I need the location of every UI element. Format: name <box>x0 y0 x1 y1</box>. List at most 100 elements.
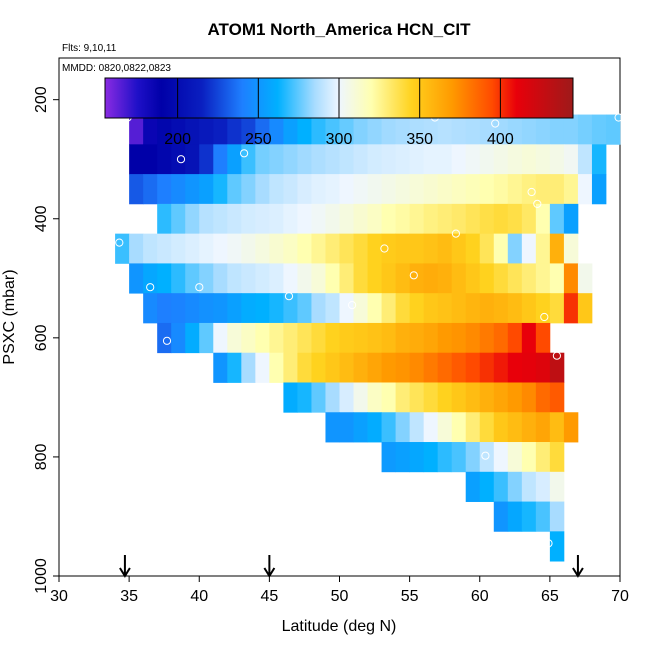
heatmap-cell <box>479 442 495 473</box>
heatmap-cell <box>479 322 495 354</box>
heatmap-cell <box>297 322 312 354</box>
x-tick-label: 70 <box>611 588 629 605</box>
heatmap-cell <box>479 174 495 205</box>
heatmap-cell <box>255 263 270 294</box>
heatmap-cell <box>339 352 354 383</box>
heatmap-cell <box>311 233 326 264</box>
heatmap-cell <box>325 144 340 175</box>
heatmap-cell <box>353 322 368 354</box>
heatmap-cell <box>451 352 467 383</box>
heatmap-cell <box>367 293 382 324</box>
heatmap-cell <box>409 382 425 413</box>
colorbar-tick-label: 250 <box>245 131 272 148</box>
heatmap-cell <box>493 322 509 354</box>
heatmap-cell <box>311 352 326 383</box>
y-tick-label: 1000 <box>33 558 50 594</box>
heatmap-cell <box>283 293 298 324</box>
heatmap-cell <box>381 233 396 264</box>
heatmap-cell <box>311 382 326 413</box>
heatmap-cell <box>535 114 551 145</box>
heatmap-cell <box>171 233 186 264</box>
heatmap-cell <box>423 263 439 294</box>
heatmap-cell <box>367 114 382 145</box>
heatmap-cell <box>535 322 551 354</box>
dates-note: MMDD: 0820,0822,0823 <box>62 63 171 74</box>
heatmap-cell <box>241 322 256 354</box>
heatmap-cell <box>563 144 579 175</box>
heatmap-cell <box>549 293 565 324</box>
heatmap-cell <box>507 501 523 532</box>
heatmap-cell <box>157 293 172 324</box>
heatmap-cell <box>381 412 396 443</box>
heatmap-cell <box>353 174 368 205</box>
heatmap-cell <box>353 293 368 324</box>
heatmap-cell <box>129 263 144 294</box>
heatmap-cell <box>465 203 481 235</box>
heatmap-cell <box>493 382 509 413</box>
heatmap-cell <box>311 203 326 235</box>
heatmap-cell <box>185 322 200 354</box>
sample-point <box>481 451 490 460</box>
heatmap-cell <box>185 114 200 145</box>
heatmap-cell <box>423 322 439 354</box>
heatmap-cell <box>213 114 228 145</box>
heatmap-cell <box>339 263 354 294</box>
heatmap-cell <box>465 144 481 175</box>
heatmap-cell <box>241 352 256 383</box>
heatmap-cell <box>381 352 396 383</box>
heatmap-cell <box>423 352 439 383</box>
heatmap-cell <box>199 203 214 235</box>
sample-point <box>348 301 357 310</box>
heatmap-cell <box>255 203 270 235</box>
heatmap-cell <box>409 293 425 324</box>
x-tick-label: 50 <box>331 588 349 605</box>
heatmap-cell <box>199 263 214 294</box>
heatmap-cell <box>143 144 158 175</box>
heatmap-cell <box>465 114 481 145</box>
heatmap-cell <box>465 263 481 294</box>
heatmap-cell <box>213 174 228 205</box>
heatmap-cell <box>549 203 565 235</box>
heatmap-cell <box>535 501 551 532</box>
heatmap-cell <box>563 114 579 145</box>
heatmap-cell <box>423 174 439 205</box>
heatmap-cell <box>199 144 214 175</box>
heatmap-cell <box>395 382 411 413</box>
heatmap-cell <box>563 412 579 443</box>
heatmap-cell <box>297 144 312 175</box>
heatmap-cell <box>297 263 312 294</box>
heatmap-cell <box>507 203 523 235</box>
heatmap-cell <box>395 352 411 383</box>
heatmap-cell <box>381 144 396 175</box>
heatmap-cell <box>437 144 453 175</box>
sample-point <box>115 238 124 247</box>
heatmap-cell <box>451 203 467 235</box>
heatmap-cell <box>171 293 186 324</box>
heatmap-cell <box>339 412 354 443</box>
heatmap-cell <box>171 114 186 145</box>
heatmap-cell <box>381 203 396 235</box>
heatmap-cell <box>353 233 368 264</box>
heatmap-cell <box>213 352 228 383</box>
heatmap-cell <box>493 144 509 175</box>
heatmap-cell <box>255 233 270 264</box>
heatmap-cell <box>507 412 523 443</box>
heatmap-cell <box>395 322 411 354</box>
x-tick-label: 65 <box>541 588 559 605</box>
heatmap-cell <box>241 263 256 294</box>
heatmap-cell <box>325 322 340 354</box>
sample-point <box>540 312 549 322</box>
heatmap-cell <box>535 203 551 235</box>
heatmap-cell <box>591 174 607 205</box>
heatmap-cell <box>577 293 593 324</box>
heatmap-cell <box>339 114 354 145</box>
heatmap-cell <box>479 203 495 235</box>
heatmap-cell <box>493 442 509 473</box>
heatmap-cell <box>283 114 298 145</box>
heatmap-cell <box>213 233 228 264</box>
x-tick-label: 40 <box>190 588 208 605</box>
heatmap-cell <box>269 144 284 175</box>
heatmap-cell <box>297 174 312 205</box>
heatmap-cell <box>185 233 200 264</box>
